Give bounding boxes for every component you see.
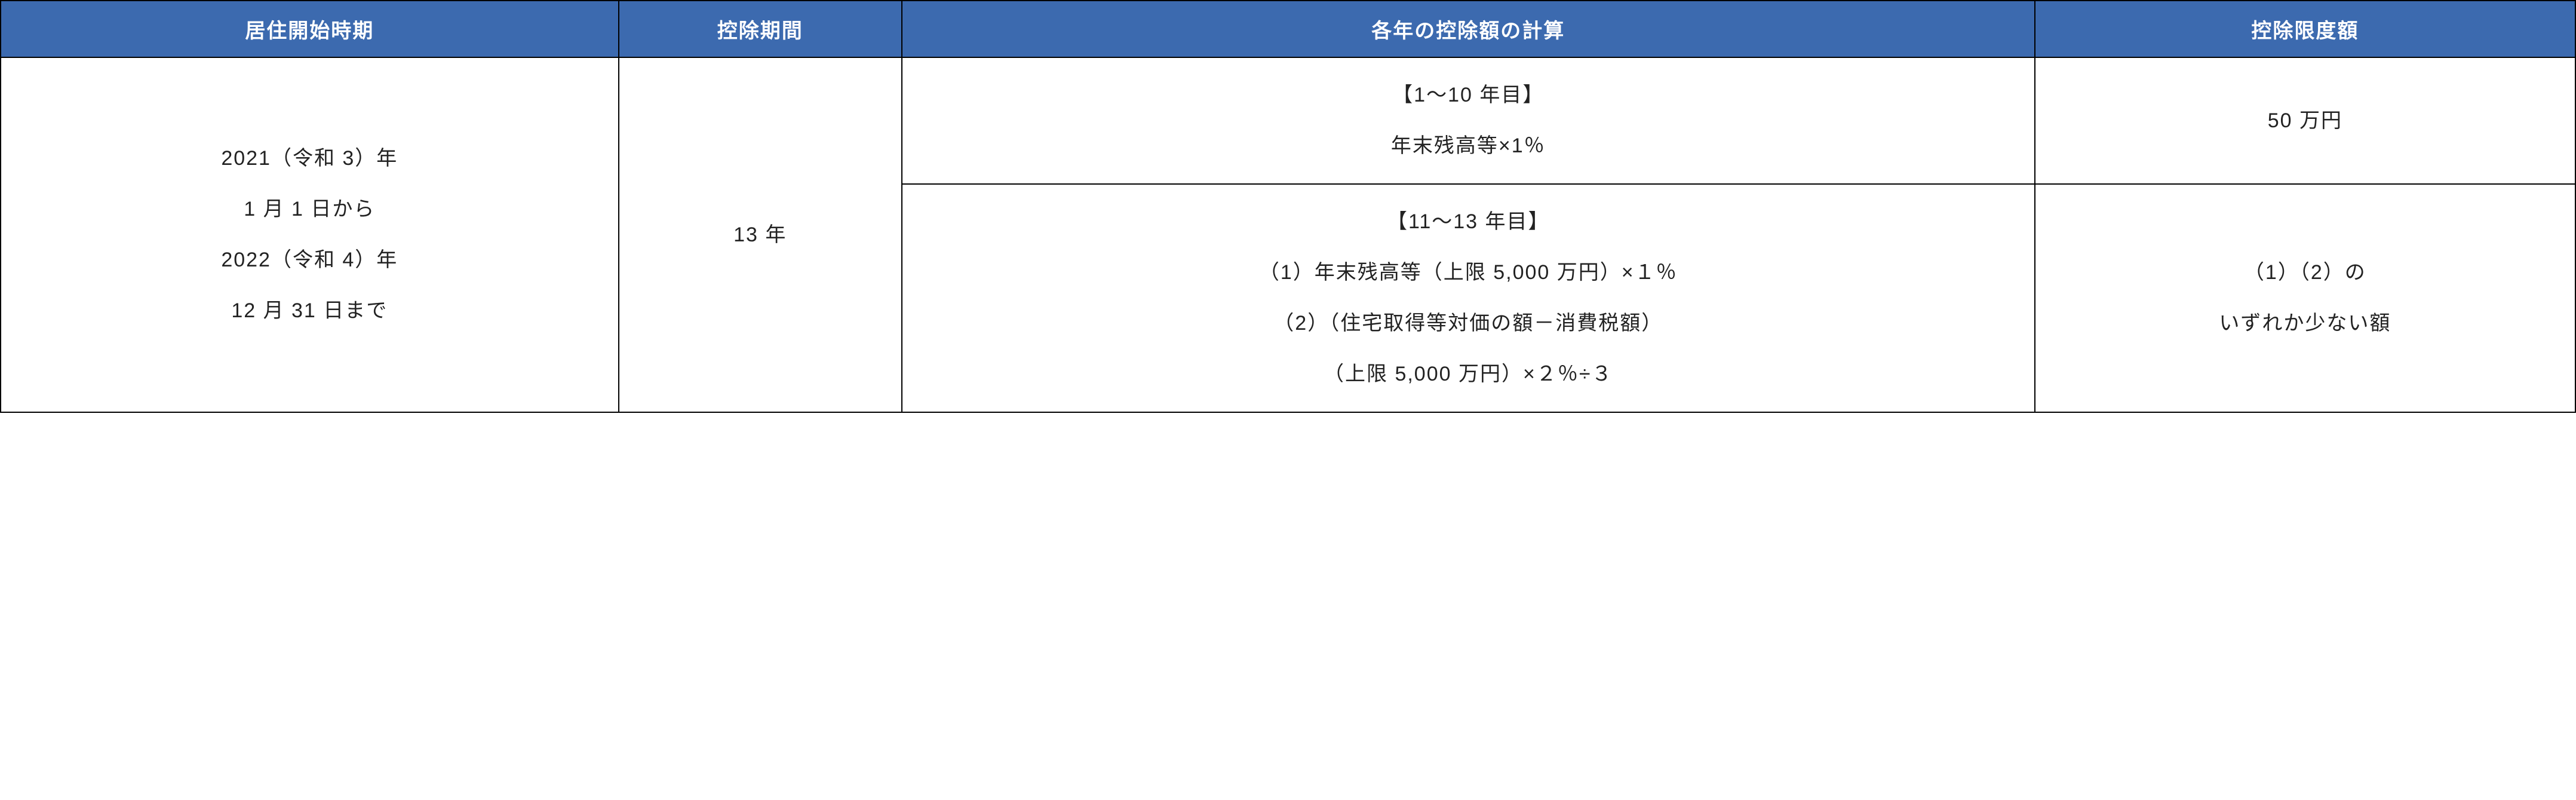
- deduction-table-container: 居住開始時期 控除期間 各年の控除額の計算 控除限度額 2021（令和 3）年 …: [0, 0, 2576, 413]
- cell-limit-2: （1）（2）の いずれか少ない額: [2035, 184, 2575, 412]
- header-deduction-period: 控除期間: [619, 1, 902, 57]
- deduction-table: 居住開始時期 控除期間 各年の控除額の計算 控除限度額 2021（令和 3）年 …: [0, 0, 2576, 413]
- table-header-row: 居住開始時期 控除期間 各年の控除額の計算 控除限度額: [1, 1, 2575, 57]
- cell-deduction-period: 13 年: [619, 57, 902, 412]
- header-limit: 控除限度額: [2035, 1, 2575, 57]
- table-row: 2021（令和 3）年 1 月 1 日から 2022（令和 4）年 12 月 3…: [1, 57, 2575, 184]
- cell-calculation-1: 【1～10 年目】 年末残高等×1％: [902, 57, 2035, 184]
- cell-calculation-2: 【11～13 年目】 （1）年末残高等（上限 5,000 万円）×１％ （2）（…: [902, 184, 2035, 412]
- header-residence-period: 居住開始時期: [1, 1, 619, 57]
- header-calculation: 各年の控除額の計算: [902, 1, 2035, 57]
- cell-limit-1: 50 万円: [2035, 57, 2575, 184]
- cell-residence-period: 2021（令和 3）年 1 月 1 日から 2022（令和 4）年 12 月 3…: [1, 57, 619, 412]
